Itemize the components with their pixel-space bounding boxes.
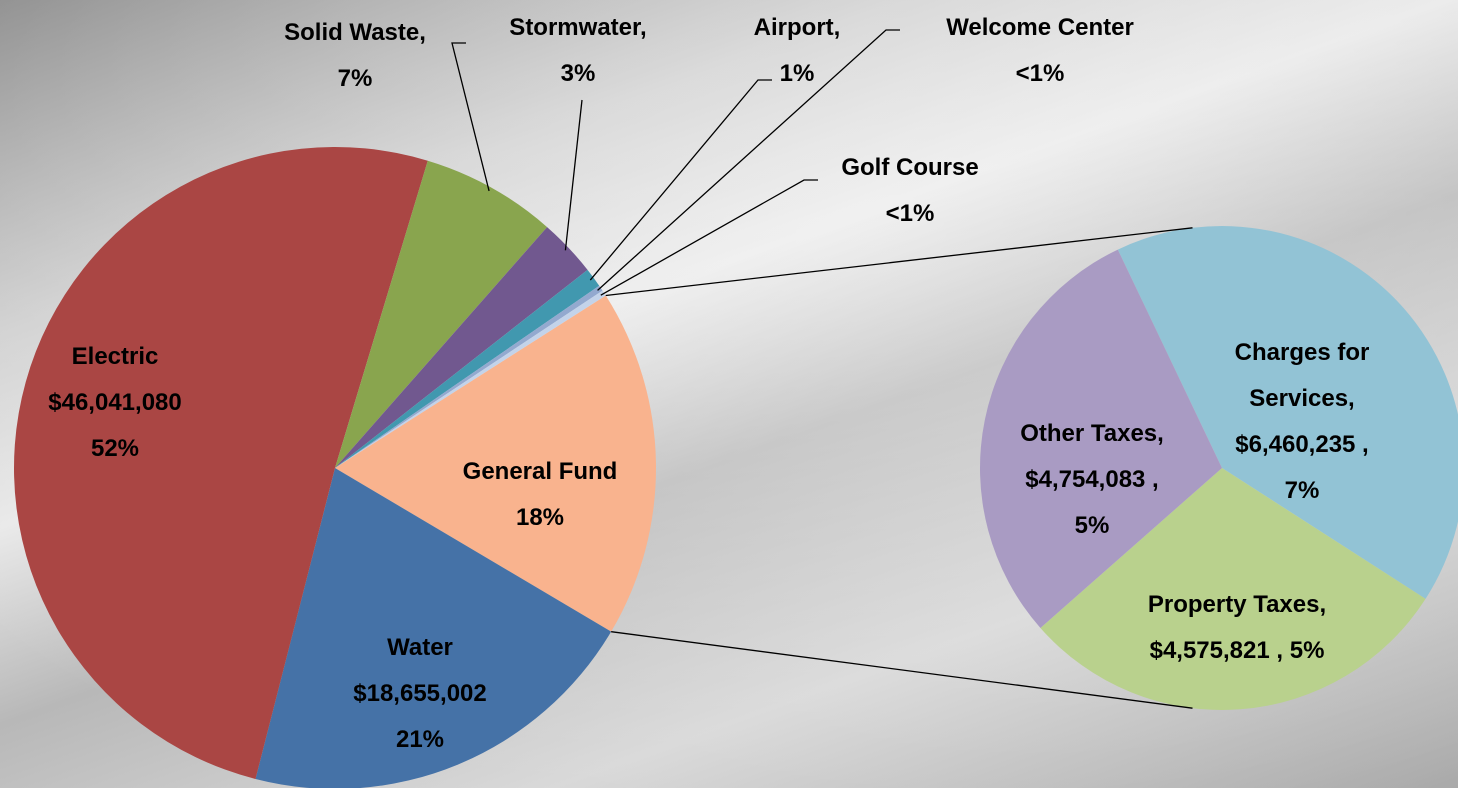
pie-slice: [335, 295, 656, 632]
slice-label: Charges for Services, $6,460,235 , 7%: [1212, 330, 1392, 514]
pie-slice: [335, 269, 600, 468]
amount-label: $4,575,821 ,: [1149, 637, 1284, 664]
label-line: $18,655,002: [353, 671, 486, 717]
label-line: 18%: [463, 495, 618, 541]
slice-label: General Fund 18%: [463, 449, 618, 541]
label-line: 5%: [1020, 503, 1164, 549]
amount-label: $6,460,235 ,: [1235, 431, 1369, 458]
category-label: Stormwater,: [509, 14, 647, 41]
label-line: Property Taxes,: [1148, 582, 1326, 628]
category-label: General Fund: [462, 458, 618, 485]
category-label: Welcome Center: [946, 14, 1134, 41]
slice-label: Solid Waste, 7%: [284, 10, 426, 102]
value-label: 52%: [90, 435, 140, 462]
label-line: 21%: [353, 717, 486, 763]
label-line: $46,041,080: [48, 380, 181, 426]
leader-line: [589, 79, 772, 281]
slice-label: Other Taxes, $4,754,083 , 5%: [1020, 411, 1164, 549]
category-label: Solid Waste,: [284, 19, 426, 46]
label-line: Water: [353, 625, 486, 671]
value-label: <1%: [1015, 60, 1065, 87]
label-line: <1%: [946, 51, 1134, 97]
label-line: Other Taxes,: [1020, 411, 1164, 457]
pie-slice: [335, 285, 603, 468]
leader-line: [451, 42, 490, 192]
connector-line: [605, 227, 1193, 297]
label-line: 3%: [509, 51, 646, 97]
pie-slice: [980, 249, 1222, 628]
label-line: General Fund: [463, 449, 618, 495]
amount-label: $18,655,002: [353, 680, 487, 707]
slice-label: Airport, 1%: [754, 5, 841, 97]
leader-line: [600, 179, 818, 296]
pie-slice: [335, 160, 548, 468]
value-label: 1%: [779, 60, 815, 87]
slice-label: Welcome Center <1%: [946, 5, 1134, 97]
value-label: 7%: [337, 65, 373, 92]
value-label: 5%: [1289, 637, 1325, 664]
category-label: Water: [387, 634, 453, 661]
category-label: Golf Course: [841, 154, 979, 181]
label-line: Golf Course: [841, 145, 978, 191]
label-line: $6,460,235 ,: [1212, 422, 1392, 468]
value-label: <1%: [885, 200, 935, 227]
pie-slice: [1040, 468, 1426, 710]
label-line: Airport,: [754, 5, 841, 51]
label-line: Charges for Services,: [1212, 330, 1392, 422]
pie-slice: [1117, 226, 1458, 599]
label-line: Electric: [48, 334, 181, 380]
leader-line: [597, 29, 900, 291]
leader-line: [564, 99, 583, 251]
category-label: Airport,: [753, 14, 841, 41]
label-line: $4,754,083 ,: [1020, 457, 1164, 503]
label-line: 1%: [754, 51, 841, 97]
label-line: Welcome Center: [946, 5, 1134, 51]
slice-label: Stormwater, 3%: [509, 5, 646, 97]
pie-slice: [255, 468, 612, 788]
value-label: 5%: [1074, 512, 1110, 539]
category-label: Other Taxes,: [1020, 420, 1164, 447]
slice-label: Water $18,655,002 21%: [353, 625, 486, 763]
label-line: <1%: [841, 191, 978, 237]
label-line: 7%: [284, 56, 426, 102]
pie-slice: [13, 146, 428, 779]
label-line: $4,575,821 , 5%: [1148, 628, 1326, 674]
slice-label: Property Taxes, $4,575,821 , 5%: [1148, 582, 1326, 674]
amount-label: $46,041,080: [48, 389, 182, 416]
label-line: Stormwater,: [509, 5, 646, 51]
category-label: Electric: [71, 343, 159, 370]
pie-slice: [335, 290, 606, 468]
category-label: Property Taxes,: [1147, 591, 1327, 618]
value-label: 21%: [395, 726, 445, 753]
pie-slice: [335, 227, 588, 468]
label-line: 7%: [1212, 468, 1392, 514]
label-line: Solid Waste,: [284, 10, 426, 56]
value-label: 3%: [560, 60, 596, 87]
slice-label: Electric $46,041,080 52%: [48, 334, 181, 472]
label-line: 52%: [48, 426, 181, 472]
slice-label: Golf Course <1%: [841, 145, 978, 237]
amount-label: $4,754,083 ,: [1025, 466, 1159, 493]
connector-line: [611, 631, 1193, 709]
category-label: Charges for Services,: [1234, 339, 1370, 412]
value-label: 7%: [1284, 477, 1320, 504]
value-label: 18%: [515, 504, 565, 531]
